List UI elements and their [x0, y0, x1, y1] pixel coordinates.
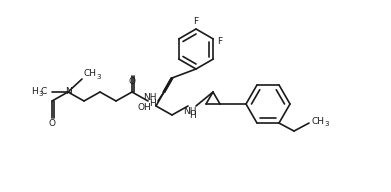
Text: O: O	[48, 119, 56, 128]
Text: OH: OH	[137, 103, 151, 113]
Text: H: H	[31, 88, 38, 97]
Text: H: H	[190, 112, 196, 121]
Text: F: F	[217, 37, 222, 46]
Text: NH: NH	[183, 107, 197, 116]
Text: CH: CH	[312, 117, 325, 126]
Text: 3: 3	[325, 121, 329, 127]
Text: NH: NH	[143, 94, 157, 103]
Text: O: O	[129, 78, 136, 87]
Text: 3: 3	[38, 91, 43, 97]
Text: H: H	[150, 99, 156, 108]
Text: C: C	[41, 88, 47, 97]
Text: N: N	[65, 87, 72, 95]
Text: CH: CH	[84, 70, 97, 79]
Text: 3: 3	[97, 74, 101, 80]
Text: F: F	[194, 17, 199, 26]
